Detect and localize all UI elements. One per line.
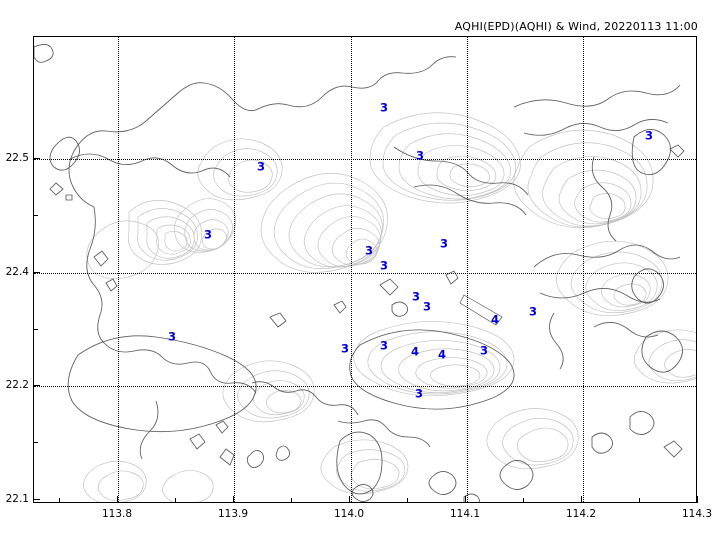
xtick-label-114.2: 114.2 [565,508,597,520]
xtick-label-113.9: 113.9 [217,508,249,520]
figure-title: AQHI(EPD)(AQHI) & Wind, 20220113 11:00 [454,20,698,33]
station-value-10: 3 [422,299,432,314]
station-value-12: 4 [490,312,500,327]
station-value-7: 3 [364,243,374,258]
ytick-22.5 [33,158,40,159]
map-geometry-layer [34,44,696,502]
ytick-minor-22.3 [33,329,38,330]
station-value-4: 3 [256,159,266,174]
xtick-label-114.1: 114.1 [449,508,481,520]
station-value-19: 3 [414,386,424,401]
ytick-22.1 [33,499,40,500]
xtick-minor-114.15 [523,498,524,503]
station-value-13: 3 [167,329,177,344]
station-value-11: 3 [528,304,538,319]
station-value-2: 3 [644,128,654,143]
xtick-113.8 [117,496,118,503]
ytick-22.4 [33,272,40,273]
xtick-label-114.3: 114.3 [681,508,713,520]
ytick-22.2 [33,385,40,386]
station-value-14: 3 [379,338,389,353]
xtick-114.2 [581,496,582,503]
contour-lines [82,112,696,502]
xtick-minor-113.75 [59,498,60,503]
xtick-label-113.8: 113.8 [101,508,133,520]
xtick-minor-113.95 [291,498,292,503]
station-value-3: 3 [415,148,425,163]
xtick-label-114.0: 114.0 [333,508,365,520]
ytick-label-22.1: 22.1 [5,493,29,505]
ytick-minor-22.15 [33,442,38,443]
xtick-minor-114.25 [639,498,640,503]
station-value-16: 4 [437,347,447,362]
ytick-label-22.5: 22.5 [5,152,29,164]
station-value-15: 4 [410,344,420,359]
xtick-114.0 [349,496,350,503]
station-value-5: 3 [203,227,213,242]
xtick-113.9 [233,496,234,503]
ytick-label-22.2: 22.2 [5,379,29,391]
xtick-114.3 [697,496,698,503]
station-value-9: 3 [411,289,421,304]
coastlines [34,44,685,502]
xtick-minor-114.05 [407,498,408,503]
station-value-8: 3 [379,258,389,273]
xtick-minor-113.85 [175,498,176,503]
xtick-114.1 [465,496,466,503]
station-value-18: 3 [340,341,350,356]
station-value-6: 3 [439,236,449,251]
ytick-minor-22.45 [33,215,38,216]
station-value-1: 3 [379,100,389,115]
ytick-label-22.4: 22.4 [5,266,29,278]
station-value-17: 3 [479,343,489,358]
